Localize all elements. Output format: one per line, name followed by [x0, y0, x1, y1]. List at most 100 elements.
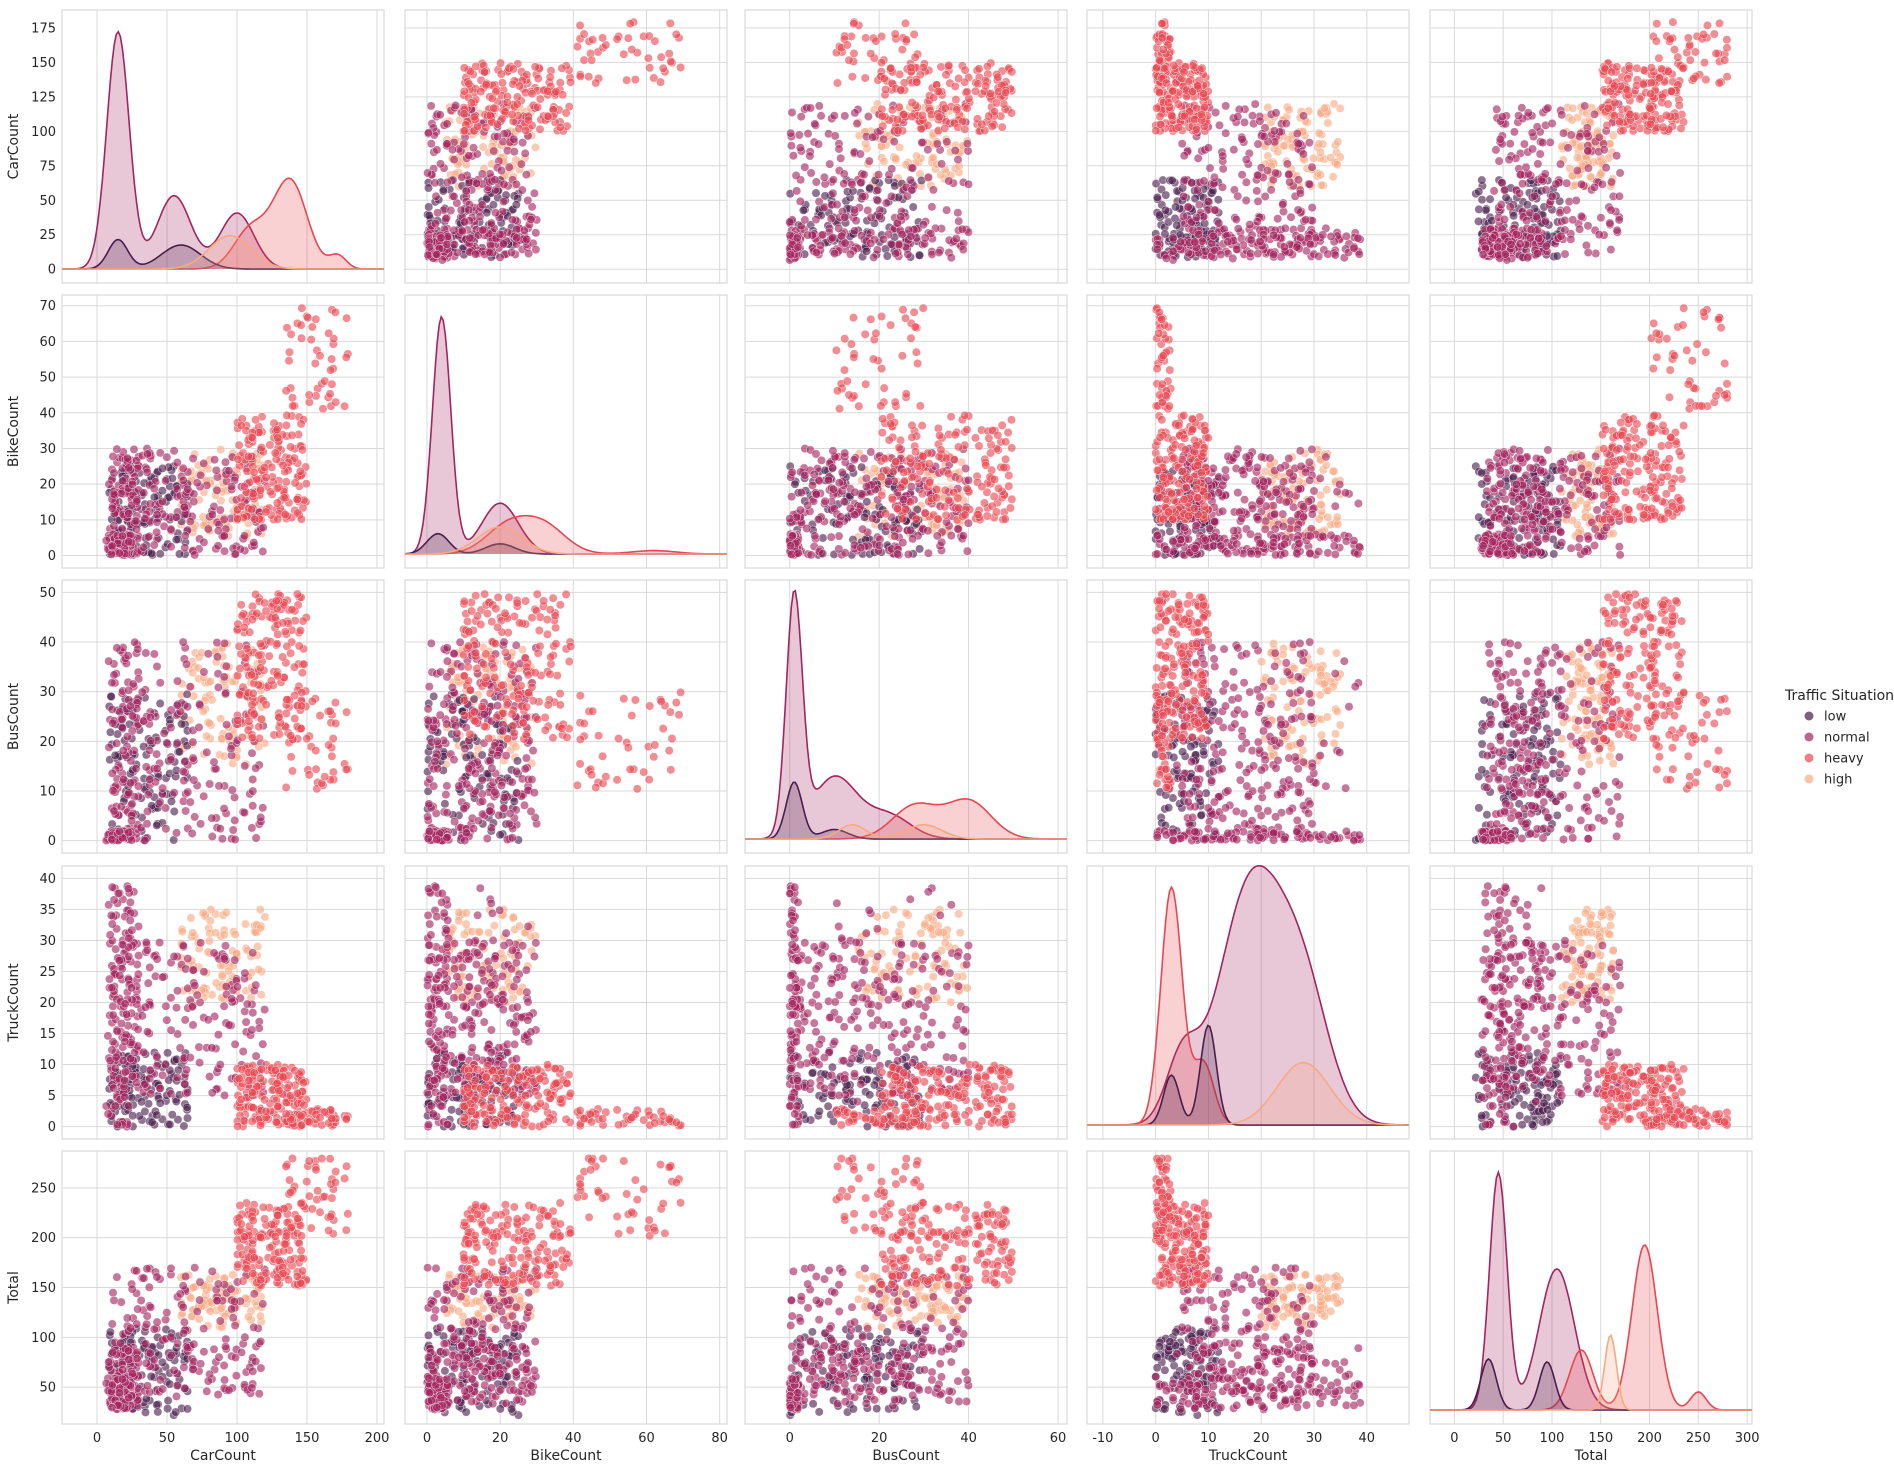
scatter-point-normal	[1612, 152, 1620, 160]
scatter-point-normal	[1200, 177, 1208, 185]
scatter-point-normal	[811, 532, 819, 540]
scatter-point-normal	[1253, 171, 1261, 179]
scatter-point-heavy	[879, 122, 887, 130]
scatter-point-normal	[954, 155, 962, 163]
scatter-point-heavy	[1723, 73, 1731, 81]
scatter-point-heavy	[273, 484, 281, 492]
scatter-point-normal	[824, 476, 832, 484]
scatter-point-normal	[1271, 551, 1279, 559]
scatter-point-normal	[838, 468, 846, 476]
scatter-point-normal	[518, 138, 526, 146]
scatter-point-normal	[179, 476, 187, 484]
scatter-point-normal	[869, 253, 877, 261]
scatter-point-high	[531, 143, 539, 151]
scatter-point-heavy	[234, 455, 242, 463]
scatter-point-low	[1173, 221, 1181, 229]
scatter-point-normal	[1530, 192, 1538, 200]
scatter-point-normal	[1209, 232, 1217, 240]
scatter-point-heavy	[327, 355, 335, 363]
scatter-point-heavy	[1005, 471, 1013, 479]
scatter-point-normal	[852, 217, 860, 225]
scatter-point-normal	[1246, 220, 1254, 228]
scatter-point-heavy	[298, 446, 306, 454]
panel-CarCount-vs-BusCount	[745, 10, 1067, 283]
scatter-point-normal	[1615, 192, 1623, 200]
scatter-point-high	[1327, 153, 1335, 161]
scatter-point-heavy	[1655, 74, 1663, 82]
scatter-point-heavy	[877, 312, 885, 320]
y-tick-label: 0	[48, 263, 56, 278]
scatter-point-heavy	[898, 45, 906, 53]
scatter-point-normal	[130, 445, 138, 453]
scatter-point-normal	[139, 543, 147, 551]
scatter-point-heavy	[901, 505, 909, 513]
scatter-point-normal	[815, 102, 823, 110]
scatter-point-normal	[163, 453, 171, 461]
scatter-point-normal	[220, 532, 228, 540]
scatter-point-normal	[899, 538, 907, 546]
scatter-point-normal	[462, 187, 470, 195]
scatter-point-normal	[1615, 216, 1623, 224]
scatter-point-normal	[1281, 224, 1289, 232]
scatter-point-heavy	[1723, 36, 1731, 44]
scatter-point-low	[156, 550, 164, 558]
scatter-point-normal	[841, 112, 849, 120]
scatter-point-normal	[150, 485, 158, 493]
scatter-point-heavy	[912, 515, 920, 523]
scatter-point-normal	[128, 480, 136, 488]
scatter-point-heavy	[985, 112, 993, 120]
scatter-point-normal	[1272, 109, 1280, 117]
scatter-point-heavy	[913, 78, 921, 86]
scatter-point-heavy	[1636, 95, 1644, 103]
scatter-point-low	[1475, 188, 1483, 196]
scatter-point-heavy	[1647, 90, 1655, 98]
scatter-point-heavy	[877, 58, 885, 66]
scatter-point-heavy	[941, 486, 949, 494]
scatter-point-normal	[906, 526, 914, 534]
scatter-point-heavy	[1168, 111, 1176, 119]
panel-BikeCount-vs-CarCount	[62, 295, 384, 568]
scatter-point-heavy	[1664, 67, 1672, 75]
scatter-point-high	[1573, 153, 1581, 161]
scatter-point-heavy	[1664, 100, 1672, 108]
scatter-point-normal	[857, 544, 865, 552]
scatter-point-normal	[1498, 179, 1506, 187]
scatter-point-normal	[787, 142, 795, 150]
scatter-point-normal	[1192, 522, 1200, 530]
scatter-point-heavy	[937, 63, 945, 71]
scatter-point-normal	[1520, 140, 1528, 148]
scatter-point-normal	[1169, 247, 1177, 255]
scatter-point-heavy	[886, 321, 894, 329]
scatter-point-normal	[1527, 226, 1535, 234]
scatter-point-low	[439, 187, 447, 195]
scatter-point-heavy	[945, 496, 953, 504]
scatter-point-normal	[465, 206, 473, 214]
scatter-point-normal	[240, 532, 248, 540]
scatter-point-heavy	[533, 103, 541, 111]
scatter-point-normal	[469, 144, 477, 152]
scatter-point-normal	[1253, 217, 1261, 225]
scatter-point-normal	[846, 250, 854, 258]
scatter-point-heavy	[843, 377, 851, 385]
scatter-point-normal	[220, 547, 228, 555]
scatter-point-heavy	[297, 515, 305, 523]
scatter-point-heavy	[994, 431, 1002, 439]
scatter-point-normal	[964, 147, 972, 155]
scatter-point-normal	[115, 549, 123, 557]
scatter-point-heavy	[676, 63, 684, 71]
scatter-point-normal	[1286, 178, 1294, 186]
scatter-point-normal	[1324, 250, 1332, 258]
scatter-point-normal	[814, 515, 822, 523]
scatter-point-normal	[860, 170, 868, 178]
scatter-point-normal	[1177, 238, 1185, 246]
scatter-point-normal	[1541, 170, 1549, 178]
scatter-point-normal	[797, 488, 805, 496]
scatter-point-normal	[794, 243, 802, 251]
scatter-point-normal	[840, 497, 848, 505]
scatter-point-heavy	[855, 402, 863, 410]
scatter-point-heavy	[835, 405, 843, 413]
scatter-point-normal	[841, 213, 849, 221]
scatter-point-normal	[1194, 154, 1202, 162]
scatter-point-heavy	[1158, 20, 1166, 28]
scatter-point-normal	[510, 148, 518, 156]
